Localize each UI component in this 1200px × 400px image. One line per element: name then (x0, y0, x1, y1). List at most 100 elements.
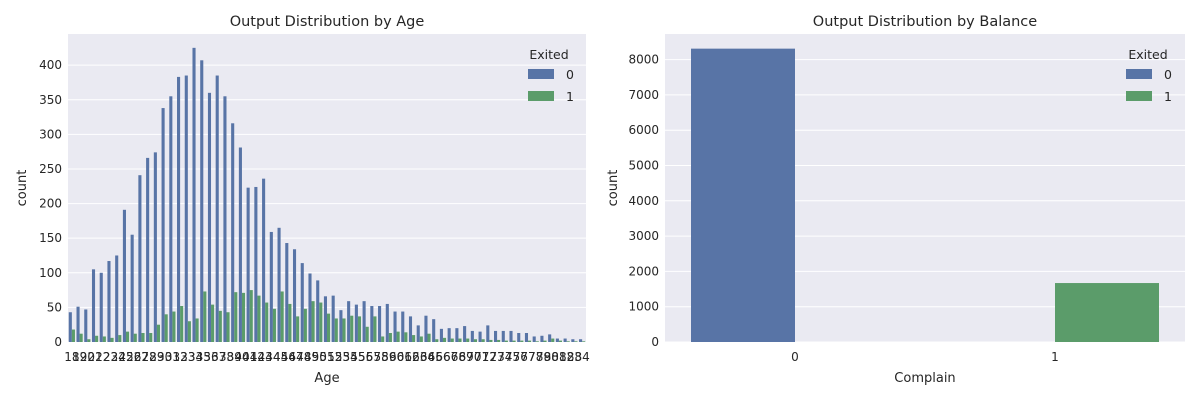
bar-series-0 (246, 187, 250, 342)
bar-series-0 (207, 92, 212, 343)
bar-series-0 (331, 295, 335, 342)
x-tick-label: 81 (551, 350, 566, 364)
bar-series-0 (285, 243, 289, 342)
x-tick-label: 52 (327, 350, 342, 364)
bar-series-0 (68, 312, 72, 342)
legend-swatch-0 (1126, 69, 1152, 79)
bar-series-0 (548, 334, 552, 342)
bar-series-1 (164, 314, 168, 342)
chart-title: Output Distribution by Age (230, 14, 425, 30)
y-tick-label: 300 (39, 127, 62, 141)
bar-series-1 (288, 303, 292, 342)
x-tick-label: 47 (288, 350, 303, 364)
bar-series-0 (169, 96, 173, 342)
bar-series-1 (419, 336, 423, 342)
bar-series-1 (95, 335, 99, 342)
y-tick-label: 200 (39, 197, 62, 211)
bar-series-1 (427, 333, 431, 342)
bar-series-0 (292, 249, 297, 342)
bar-series-1 (497, 339, 501, 342)
x-tick-label: 72 (482, 350, 497, 364)
bar-series-0 (691, 48, 795, 343)
x-tick-label: 78 (528, 350, 543, 364)
bar-series-0 (308, 273, 312, 342)
legend-title: Exited (529, 47, 568, 62)
bar-series-0 (579, 339, 583, 342)
x-tick-label: 80 (544, 350, 559, 364)
x-tick-label: 63 (412, 350, 427, 364)
bar-series-0 (99, 272, 103, 342)
bar-series-1 (172, 311, 176, 342)
bar-series-1 (551, 338, 555, 342)
legend-swatch-0 (528, 69, 554, 79)
bar-series-1 (520, 340, 524, 342)
x-tick-label: 55 (350, 350, 365, 364)
bar-series-1 (311, 301, 315, 342)
x-tick-label: 29 (149, 350, 164, 364)
legend-swatch-1 (1126, 91, 1152, 101)
x-tick-label: 82 (559, 350, 574, 364)
x-tick-label: 21 (87, 350, 102, 364)
x-tick-label: 83 (567, 350, 582, 364)
legend: Exited 0 1 (1126, 47, 1172, 104)
bar-series-0 (424, 315, 428, 342)
x-tick-label: 38 (219, 350, 234, 364)
bar-series-0 (401, 311, 405, 342)
x-tick-label: 39 (227, 350, 242, 364)
bar-series-0 (455, 328, 459, 342)
bar-series-1 (149, 333, 153, 342)
bar-series-0 (277, 227, 281, 342)
x-tick-label: 56 (358, 350, 373, 364)
bar-series-1 (203, 291, 207, 342)
bar-series-0 (223, 96, 227, 342)
x-tick-label: 19 (72, 350, 87, 364)
x-tick-label: 28 (142, 350, 157, 364)
bar-series-1 (249, 290, 253, 342)
y-tick-label: 0 (651, 335, 659, 349)
bar-series-1 (280, 291, 284, 342)
bar-series-0 (146, 157, 150, 342)
x-tick-label: 43 (258, 350, 273, 364)
x-tick-label: 49 (304, 350, 319, 364)
bar-series-0 (362, 301, 366, 342)
bar-series-1 (241, 292, 246, 342)
bar-series-0 (238, 147, 242, 342)
x-tick-label: 65 (428, 350, 443, 364)
y-tick-label: 2000 (628, 264, 659, 278)
bar-series-0 (354, 304, 358, 342)
legend-label-0: 0 (1164, 67, 1172, 82)
bar-series-0 (323, 296, 327, 342)
chart-title: Output Distribution by Balance (813, 14, 1037, 30)
y-tick-label: 150 (39, 231, 62, 245)
x-tick-label: 62 (404, 350, 419, 364)
bar-series-0 (486, 325, 490, 342)
y-tick-label: 3000 (628, 229, 659, 243)
bar-series-0 (262, 178, 266, 342)
x-tick-label: 64 (420, 350, 435, 364)
x-tick-label: 66 (435, 350, 450, 364)
legend-label-1: 1 (1164, 89, 1172, 104)
x-tick-label: 40 (234, 350, 249, 364)
bar-series-0 (192, 47, 196, 342)
bar-series-0 (76, 306, 80, 342)
bar-series-1 (87, 339, 91, 342)
bar-series-0 (153, 152, 157, 342)
x-tick-label: 79 (536, 350, 551, 364)
bar-series-0 (316, 280, 320, 342)
bar-series-1 (528, 340, 532, 342)
bar-series-1 (211, 304, 215, 342)
x-tick-label: 70 (466, 350, 481, 364)
bar-series-0 (370, 306, 374, 342)
x-tick-label: 45 (273, 350, 288, 364)
bar-series-1 (226, 312, 230, 342)
bar-series-1 (388, 333, 392, 342)
x-tick-label: 20 (80, 350, 95, 364)
bar-series-0 (130, 234, 134, 342)
bar-series-0 (563, 338, 567, 342)
x-tick-label: 73 (489, 350, 504, 364)
bar-series-0 (84, 309, 88, 342)
x-axis-label: Age (314, 371, 339, 386)
x-tick-label: 18 (64, 350, 79, 364)
bar-series-0 (493, 330, 498, 342)
y-axis-label: count (606, 170, 621, 207)
